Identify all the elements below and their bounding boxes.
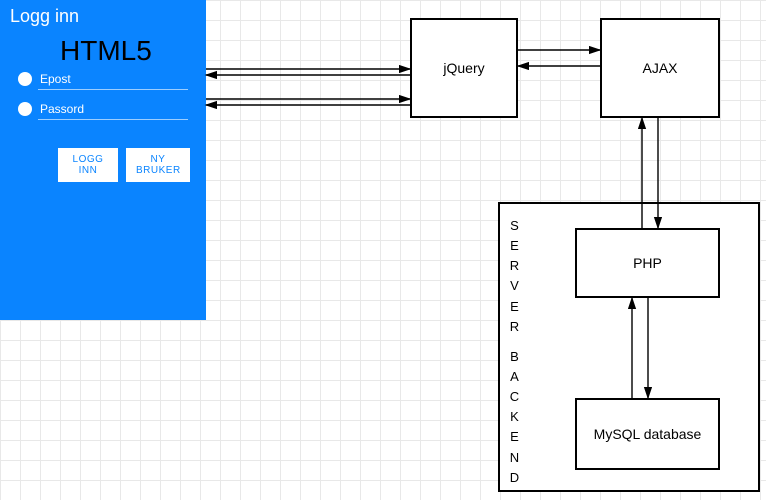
login-panel: Logg inn HTML5 Epost Passord LOGG INN NY… [0,0,206,320]
field-underline [38,89,188,90]
ny-bruker-button[interactable]: NY BRUKER [126,148,190,182]
field-passord[interactable]: Passord [18,102,84,116]
node-ajax: AJAX [600,18,720,118]
node-label: jQuery [443,60,484,76]
field-epost[interactable]: Epost [18,72,71,86]
node-label: AJAX [642,60,677,76]
node-label: PHP [633,255,662,271]
radio-icon [18,102,32,116]
login-title: Logg inn [10,6,79,27]
html5-label: HTML5 [60,35,152,67]
field-label-epost: Epost [40,72,71,86]
node-php: PHP [575,228,720,298]
node-label: MySQL database [594,426,702,442]
field-underline [38,119,188,120]
node-mysql: MySQL database [575,398,720,470]
field-label-passord: Passord [40,102,84,116]
server-backend-label: SERVERBACKEND [508,216,522,488]
radio-icon [18,72,32,86]
logg-inn-button[interactable]: LOGG INN [58,148,118,182]
node-jquery: jQuery [410,18,518,118]
